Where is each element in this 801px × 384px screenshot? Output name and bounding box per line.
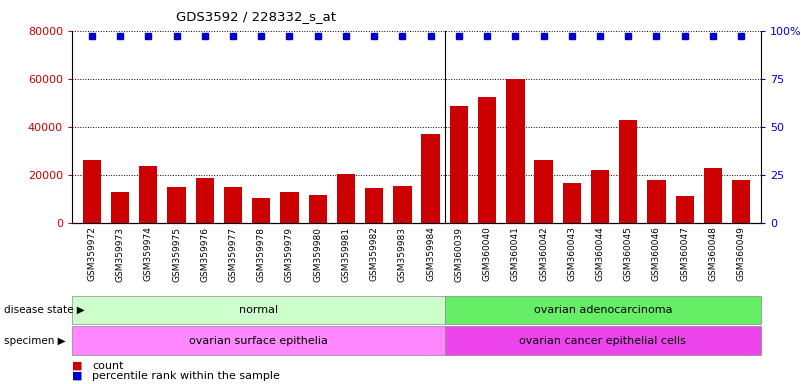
Bar (365, 188, 384, 223)
Text: GSM359976: GSM359976 (200, 227, 209, 281)
Text: GSM360041: GSM360041 (511, 227, 520, 281)
Bar (223, 187, 242, 223)
Text: GSM359980: GSM359980 (313, 227, 322, 281)
Bar (506, 79, 525, 223)
Bar (562, 183, 581, 223)
Text: count: count (92, 361, 123, 371)
Text: GSM360040: GSM360040 (482, 227, 492, 281)
Text: GSM360046: GSM360046 (652, 227, 661, 281)
Text: GSM359975: GSM359975 (172, 227, 181, 281)
Bar (704, 167, 723, 223)
Bar (421, 134, 440, 223)
Text: GSM359977: GSM359977 (228, 227, 238, 281)
Text: percentile rank within the sample: percentile rank within the sample (92, 371, 280, 381)
Text: GSM359978: GSM359978 (257, 227, 266, 281)
Bar (647, 180, 666, 223)
Text: GSM359972: GSM359972 (87, 227, 96, 281)
Text: GSM359979: GSM359979 (285, 227, 294, 281)
Bar (534, 161, 553, 223)
Text: GSM360045: GSM360045 (624, 227, 633, 281)
Bar (449, 106, 468, 223)
Text: GSM360043: GSM360043 (567, 227, 576, 281)
Bar (591, 170, 610, 223)
Bar (252, 197, 271, 223)
Text: GSM360044: GSM360044 (595, 227, 605, 281)
Text: ovarian adenocarcinoma: ovarian adenocarcinoma (533, 305, 672, 315)
Text: ovarian cancer epithelial cells: ovarian cancer epithelial cells (519, 336, 686, 346)
Text: GDS3592 / 228332_s_at: GDS3592 / 228332_s_at (176, 10, 336, 23)
Bar (308, 195, 327, 223)
Text: GSM360047: GSM360047 (680, 227, 689, 281)
Bar (619, 119, 638, 223)
Text: GSM359982: GSM359982 (370, 227, 379, 281)
Text: ovarian surface epithelia: ovarian surface epithelia (189, 336, 328, 346)
Text: normal: normal (239, 305, 278, 315)
Text: GSM360048: GSM360048 (708, 227, 718, 281)
Bar (167, 187, 186, 223)
Text: GSM359981: GSM359981 (341, 227, 351, 281)
Bar (336, 174, 355, 223)
Bar (111, 192, 129, 223)
Bar (83, 161, 101, 223)
Text: disease state ▶: disease state ▶ (4, 305, 85, 315)
Bar (732, 180, 751, 223)
Text: GSM359984: GSM359984 (426, 227, 435, 281)
Text: specimen ▶: specimen ▶ (4, 336, 66, 346)
Bar (280, 192, 299, 223)
Text: GSM359973: GSM359973 (115, 227, 125, 281)
Text: GSM359983: GSM359983 (398, 227, 407, 281)
Text: GSM360039: GSM360039 (454, 227, 463, 281)
Bar (195, 178, 214, 223)
Bar (139, 166, 158, 223)
Text: GSM360049: GSM360049 (737, 227, 746, 281)
Text: ■: ■ (72, 371, 83, 381)
Text: ■: ■ (72, 361, 83, 371)
Bar (393, 185, 412, 223)
Text: GSM359974: GSM359974 (144, 227, 153, 281)
Text: GSM360042: GSM360042 (539, 227, 548, 281)
Bar (478, 97, 497, 223)
Bar (675, 196, 694, 223)
